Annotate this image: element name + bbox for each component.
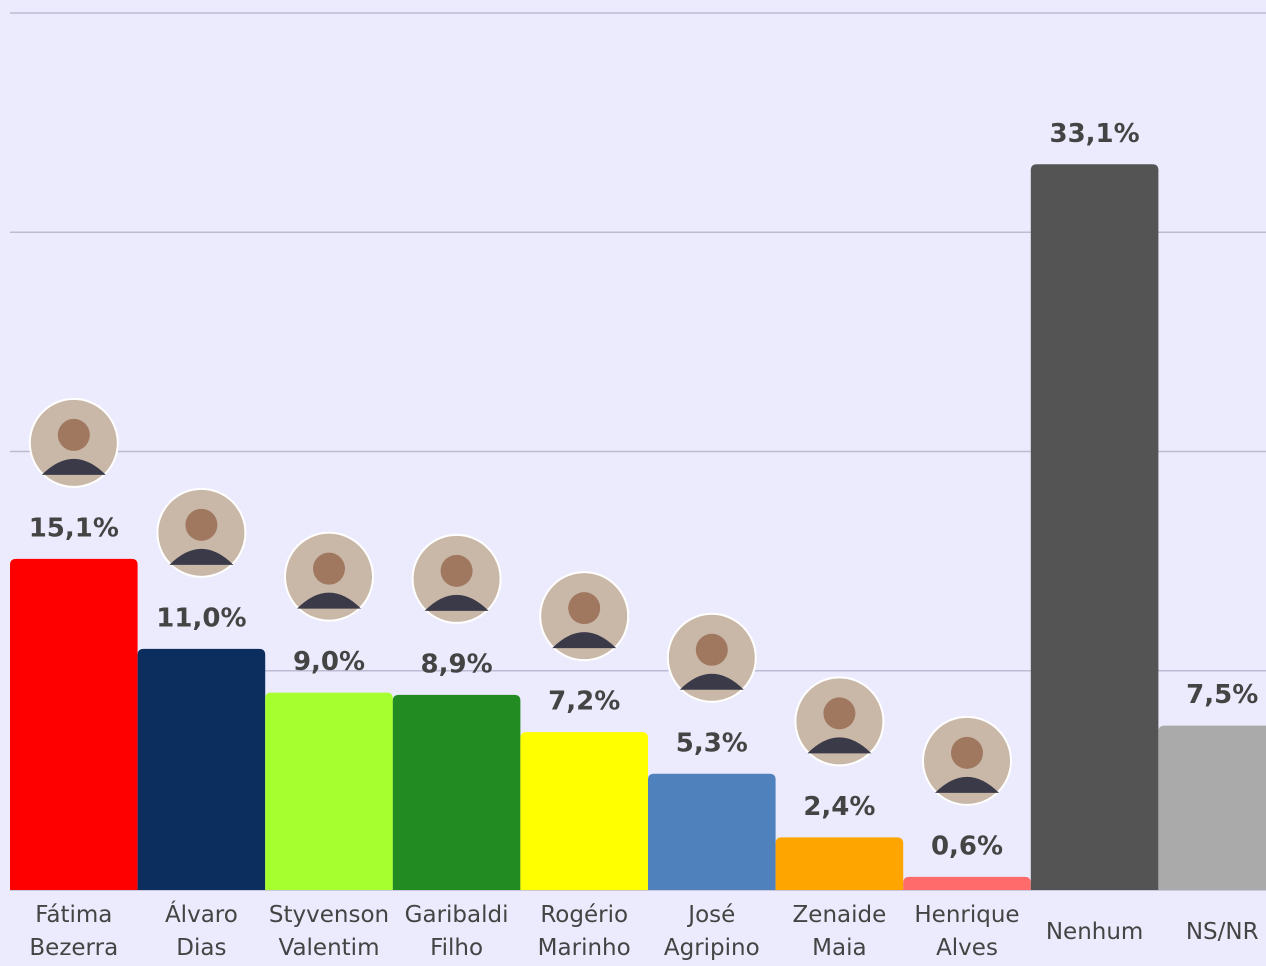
x-tick-label: Álvaro Dias bbox=[137, 898, 265, 966]
value-label: 9,0% bbox=[293, 647, 365, 677]
x-tick-label: Nenhum bbox=[1031, 898, 1159, 966]
chart: 15,1% 11,0% 9,0% 8,9% 7,2% 5,3% 2,4% 0,6% 33,1% 7… bbox=[0, 0, 1266, 961]
x-tick-label: NS/NR bbox=[1158, 898, 1266, 966]
bar bbox=[776, 837, 904, 890]
value-label: 5,3% bbox=[676, 728, 748, 758]
x-tick-label: José Agripino bbox=[648, 898, 776, 966]
bar bbox=[393, 695, 521, 890]
bar bbox=[520, 732, 648, 890]
bar bbox=[903, 877, 1031, 890]
x-tick-label: Henrique Alves bbox=[903, 898, 1031, 966]
bar bbox=[265, 693, 393, 890]
value-label: 11,0% bbox=[156, 603, 246, 633]
bar bbox=[1031, 164, 1159, 890]
value-label: 8,9% bbox=[421, 649, 493, 679]
x-tick-label: Garibaldi Filho bbox=[393, 898, 521, 966]
photo-face bbox=[568, 592, 600, 624]
photo-face bbox=[185, 509, 217, 541]
value-label: 2,4% bbox=[803, 792, 875, 822]
photo-face bbox=[823, 697, 855, 729]
x-tick-label: Rogério Marinho bbox=[520, 898, 648, 966]
bar bbox=[138, 649, 266, 890]
value-label: 7,2% bbox=[548, 687, 620, 717]
photo-face bbox=[696, 634, 728, 666]
value-label: 7,5% bbox=[1186, 680, 1258, 710]
value-label: 15,1% bbox=[29, 513, 119, 543]
x-tick-label: Fátima Bezerra bbox=[10, 898, 138, 966]
photo-face bbox=[313, 553, 345, 585]
photo-face bbox=[441, 555, 473, 587]
bar bbox=[10, 559, 138, 890]
page: 15,1% 11,0% 9,0% 8,9% 7,2% 5,3% 2,4% 0,6% 33,1% 7… bbox=[0, 0, 1266, 961]
x-tick-label: Zenaide Maia bbox=[775, 898, 903, 966]
photo-face bbox=[58, 419, 90, 451]
x-tick-label: Styvenson Valentim bbox=[265, 898, 393, 966]
photo-face bbox=[951, 737, 983, 769]
bar bbox=[648, 774, 776, 890]
value-label: 33,1% bbox=[1049, 119, 1139, 149]
value-label: 0,6% bbox=[931, 831, 1003, 861]
bar bbox=[1158, 726, 1266, 890]
